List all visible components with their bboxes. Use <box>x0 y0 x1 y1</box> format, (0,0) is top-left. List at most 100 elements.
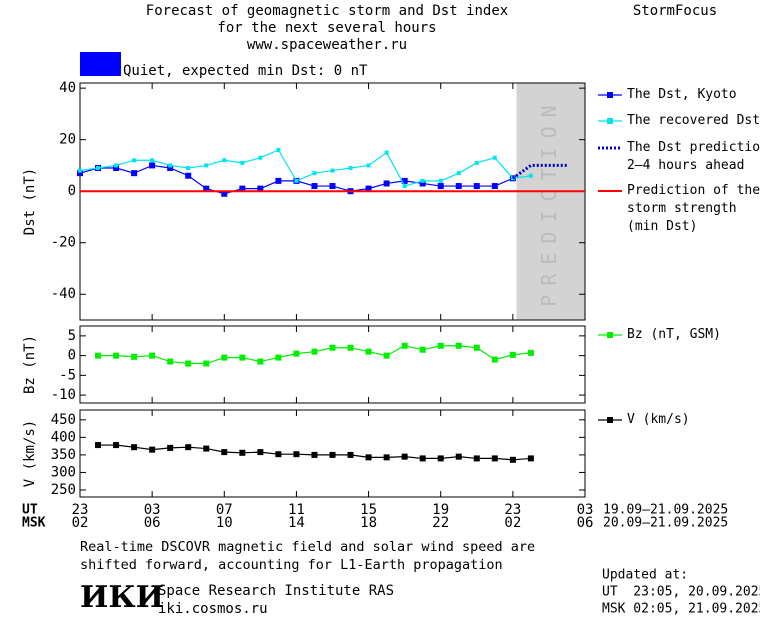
data-point <box>384 150 389 155</box>
data-point <box>203 360 210 367</box>
data-point <box>366 163 371 168</box>
title: www.spaceweather.ru <box>247 37 407 53</box>
x-tick-label: 02 <box>72 515 89 531</box>
y-tick-label: -40 <box>51 286 76 302</box>
data-point <box>473 183 480 190</box>
footer-note: Real-time DSCOVR magnetic field and sola… <box>80 539 536 573</box>
updated-ut: UT 23:05, 20.09.2025 <box>602 585 760 600</box>
data-point <box>239 449 246 456</box>
data-point <box>203 185 210 192</box>
y-tick-label: 40 <box>59 80 76 96</box>
data-point <box>185 360 192 367</box>
data-point <box>330 168 335 173</box>
legend-marker <box>607 118 613 124</box>
data-point <box>311 183 318 190</box>
data-point <box>491 455 498 462</box>
y-tick-label: -10 <box>51 387 76 403</box>
data-point <box>509 351 516 358</box>
data-point <box>113 352 120 359</box>
y-tick-label: 0 <box>68 348 76 364</box>
data-point <box>132 158 137 163</box>
plot-frame <box>79 82 586 321</box>
website: iki.cosmos.ru <box>158 601 268 617</box>
logo: ИКИ <box>80 580 164 615</box>
data-point <box>491 183 498 190</box>
series-line <box>79 149 531 187</box>
prediction-band-label: PREDICTION <box>537 96 561 306</box>
data-point <box>402 184 407 189</box>
data-point <box>150 158 155 163</box>
data-point <box>221 354 228 361</box>
data-point <box>383 454 390 461</box>
title: for the next several hours <box>217 20 436 36</box>
data-point <box>95 442 102 449</box>
y-tick-label: 20 <box>59 132 76 148</box>
x-tick-label: 03 <box>577 502 594 518</box>
y-tick-label: 250 <box>51 482 76 498</box>
y-tick-label: 400 <box>51 429 76 445</box>
x-tick-label: 10 <box>216 515 233 531</box>
data-point <box>491 356 498 363</box>
y-tick-label: 300 <box>51 464 76 480</box>
legend-entry: The Dst prediction 2–4 hours ahead <box>627 140 760 173</box>
y-tick-label: -20 <box>51 235 76 251</box>
data-point <box>329 344 336 351</box>
data-point <box>365 185 372 192</box>
data-point <box>527 455 534 462</box>
data-point <box>257 449 264 456</box>
x-tick-label: 03 <box>144 502 161 518</box>
data-point <box>437 455 444 462</box>
x-row-label: UT <box>22 503 38 518</box>
data-point <box>347 344 354 351</box>
data-point <box>131 353 138 360</box>
data-point <box>438 178 443 183</box>
legend-entry: The recovered Dst <box>627 113 760 128</box>
data-point <box>276 147 281 152</box>
data-point <box>257 358 264 365</box>
legend-marker <box>607 417 613 423</box>
data-point <box>275 354 282 361</box>
data-point <box>149 162 156 169</box>
data-point <box>419 346 426 353</box>
data-point <box>131 170 138 177</box>
data-point <box>186 166 191 171</box>
data-point <box>96 166 101 171</box>
data-point <box>509 456 516 463</box>
data-point <box>293 451 300 458</box>
data-point <box>383 352 390 359</box>
data-point <box>455 342 462 349</box>
data-point <box>419 455 426 462</box>
data-point <box>167 358 174 365</box>
data-point <box>348 166 353 171</box>
brand: StormFocus <box>633 3 717 19</box>
data-point <box>473 344 480 351</box>
plot-frame <box>79 409 586 498</box>
date-range: 19.09–21.09.2025 <box>603 503 728 518</box>
data-point <box>113 165 120 172</box>
y-tick-label: 5 <box>68 328 76 344</box>
data-point <box>240 160 245 165</box>
data-point <box>329 451 336 458</box>
title: Forecast of geomagnetic storm and Dst in… <box>146 3 508 19</box>
data-point <box>203 445 210 452</box>
y-axis-title: V (km/s) <box>22 420 38 487</box>
data-point <box>168 163 173 168</box>
x-tick-label: 07 <box>216 502 233 518</box>
data-point <box>131 444 138 451</box>
data-point <box>275 451 282 458</box>
y-tick-label: -5 <box>59 367 76 383</box>
data-point <box>167 444 174 451</box>
data-point <box>114 163 119 168</box>
x-tick-label: 02 <box>504 515 521 531</box>
data-point <box>473 455 480 462</box>
data-point <box>275 177 282 184</box>
data-point <box>528 173 533 178</box>
data-point <box>221 190 228 197</box>
y-axis-title: Bz (nT) <box>22 335 38 394</box>
data-point <box>437 183 444 190</box>
data-point <box>455 453 462 460</box>
data-point <box>167 165 174 172</box>
legend-marker <box>607 92 613 98</box>
data-point <box>78 168 82 173</box>
